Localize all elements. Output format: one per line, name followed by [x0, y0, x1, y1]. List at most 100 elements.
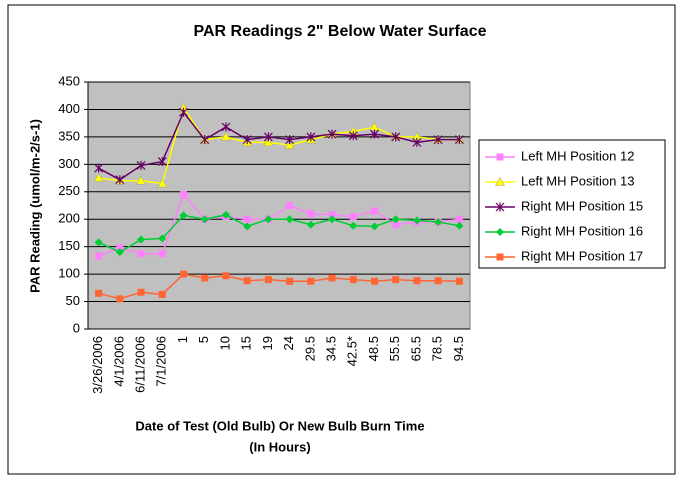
marker	[180, 191, 187, 199]
marker	[496, 153, 504, 161]
marker	[285, 135, 295, 145]
marker	[200, 135, 210, 145]
legend	[478, 139, 666, 269]
marker	[328, 274, 336, 282]
marker	[371, 207, 378, 215]
marker	[136, 160, 146, 170]
series-line	[98, 273, 460, 300]
marker	[243, 215, 251, 223]
x-tick-label: 4/1/2006	[111, 336, 126, 387]
marker	[264, 276, 272, 284]
marker	[370, 129, 379, 139]
marker	[137, 250, 145, 258]
marker	[94, 238, 103, 247]
marker	[157, 157, 167, 167]
marker	[349, 276, 357, 284]
x-tick-label: 15	[239, 336, 254, 350]
y-tick-label: 50	[66, 293, 80, 308]
x-tick-label: 48.5	[366, 336, 381, 361]
marker	[286, 202, 294, 209]
marker	[243, 222, 252, 231]
marker	[137, 288, 145, 296]
marker	[370, 222, 379, 231]
marker	[495, 202, 505, 212]
x-axis-title: Date of Test (Old Bulb) Or New Bulb Burn…	[135, 418, 424, 433]
y-tick-label: 150	[58, 238, 80, 253]
marker	[349, 221, 358, 230]
marker	[221, 210, 230, 219]
marker	[157, 178, 168, 188]
y-tick-label: 0	[73, 320, 80, 335]
marker	[221, 122, 231, 132]
series-line	[98, 193, 460, 257]
x-tick-label: 55.5	[387, 336, 402, 361]
y-tick-label: 400	[58, 101, 80, 116]
x-tick-label: 65.5	[408, 336, 423, 361]
marker	[371, 277, 378, 285]
marker	[306, 132, 316, 142]
marker	[158, 250, 166, 258]
marker	[222, 272, 230, 280]
marker	[94, 163, 104, 173]
plot-area	[87, 81, 471, 330]
marker	[454, 135, 464, 145]
marker	[263, 137, 274, 147]
y-tick-label: 450	[58, 73, 80, 88]
marker	[115, 175, 125, 185]
x-tick-label: 19	[260, 336, 275, 350]
marker	[328, 215, 337, 224]
series-line	[98, 106, 460, 185]
x-tick-label: 10	[217, 336, 232, 350]
marker	[136, 175, 146, 185]
marker	[243, 277, 251, 285]
marker	[200, 215, 209, 224]
marker	[93, 173, 104, 182]
marker	[284, 140, 295, 149]
marker	[455, 221, 464, 230]
marker	[242, 135, 252, 145]
marker	[495, 176, 505, 186]
marker	[413, 277, 421, 285]
marker	[434, 217, 443, 226]
marker	[412, 216, 421, 225]
marker	[263, 132, 273, 142]
marker	[306, 220, 315, 229]
marker	[433, 135, 443, 145]
marker	[201, 274, 209, 282]
legend-label: Right MH Position 16	[521, 223, 643, 238]
series-line	[98, 110, 460, 181]
y-tick-label: 250	[58, 183, 80, 198]
marker	[392, 221, 400, 229]
marker	[264, 215, 273, 224]
marker	[307, 210, 315, 218]
marker	[158, 290, 166, 298]
y-tick-label: 350	[58, 128, 80, 143]
marker	[328, 211, 336, 219]
x-tick-label: 34.5	[323, 336, 338, 361]
marker	[285, 215, 294, 224]
legend-label: Right MH Position 17	[521, 248, 643, 263]
legend-label: Left MH Position 12	[521, 148, 634, 163]
marker	[95, 252, 103, 260]
y-axis-title: PAR Reading (umol/m-2/s-1)	[27, 119, 42, 293]
marker	[180, 270, 187, 278]
marker	[392, 276, 400, 284]
x-tick-label: 42.5*	[345, 336, 360, 366]
marker	[221, 131, 231, 141]
x-tick-label: 1	[175, 336, 190, 343]
x-tick-label: 24	[281, 336, 296, 350]
x-tick-label: 6/11/2006	[132, 336, 147, 393]
marker	[496, 253, 504, 261]
marker	[391, 132, 401, 142]
marker	[348, 131, 358, 141]
y-tick-label: 100	[58, 266, 80, 281]
marker	[455, 277, 463, 285]
x-tick-label: 78.5	[430, 336, 445, 361]
marker	[115, 248, 124, 257]
y-tick-label: 200	[58, 211, 80, 226]
marker	[137, 235, 146, 244]
marker	[412, 137, 422, 147]
marker	[327, 129, 337, 139]
marker	[95, 289, 103, 297]
legend-label: Right MH Position 15	[521, 198, 643, 213]
